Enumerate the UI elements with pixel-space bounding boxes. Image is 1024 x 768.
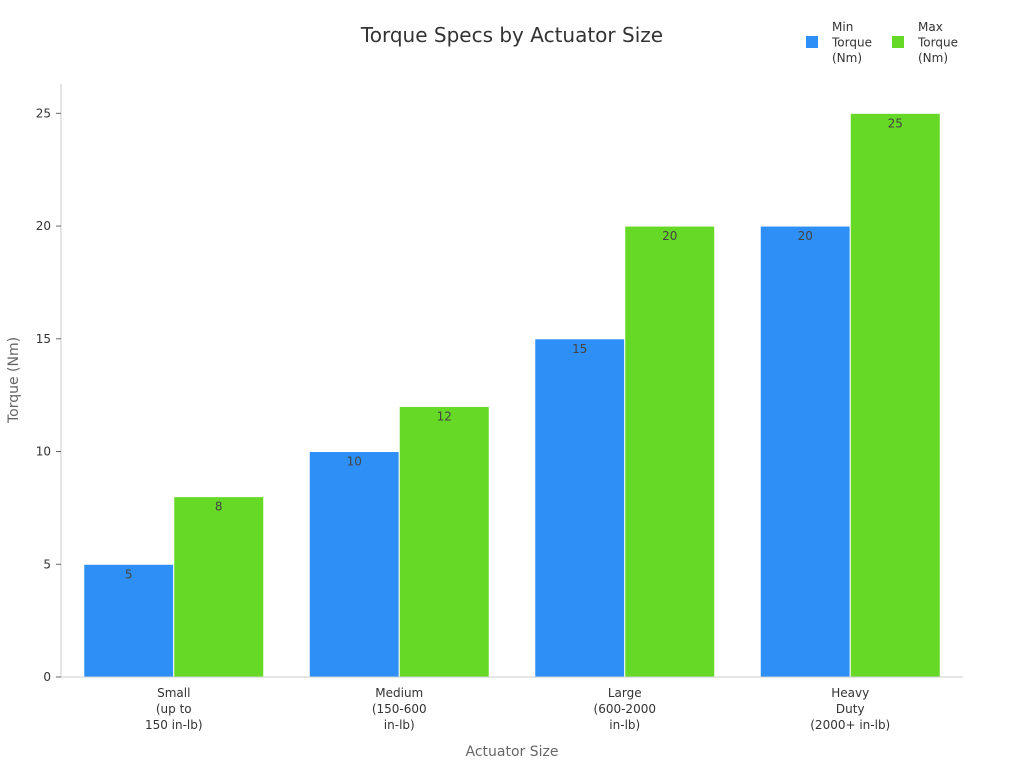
x-axis: Small (up to 150 in-lb) Medium (150-600 in-lb… xyxy=(61,676,963,732)
bar xyxy=(849,112,941,678)
bar-value-label: 20 xyxy=(662,229,677,243)
legend-swatch xyxy=(806,36,818,48)
legend: Min Torque (Nm) Max Torque (Nm) xyxy=(806,20,958,65)
plot-area: 5 8 10 12 15 20 20 25 xyxy=(83,112,941,678)
y-tick-label: 20 xyxy=(36,219,51,233)
chart-title: Torque Specs by Actuator Size xyxy=(360,23,663,47)
bar-value-label: 12 xyxy=(437,409,452,423)
y-tick-label: 25 xyxy=(36,106,51,120)
bar xyxy=(759,225,851,678)
x-tick-label: Heavy Duty (2000+ in-lb) xyxy=(810,686,890,732)
bar xyxy=(398,405,490,678)
bar-value-label: 25 xyxy=(888,116,903,130)
x-tick-label: Small (up to 150 in-lb) xyxy=(145,686,203,732)
bar xyxy=(624,225,716,678)
x-tick-label: Large (600-2000 in-lb) xyxy=(594,686,656,732)
bar xyxy=(83,563,175,678)
legend-swatch xyxy=(892,36,904,48)
bar-value-label: 10 xyxy=(347,455,362,469)
y-axis-title: Torque (Nm) xyxy=(6,337,22,424)
bar-value-label: 5 xyxy=(125,567,133,581)
y-tick-label: 15 xyxy=(36,332,51,346)
x-axis-title: Actuator Size xyxy=(466,744,559,760)
y-tick-label: 0 xyxy=(43,670,51,684)
x-tick-label: Medium (150-600 in-lb) xyxy=(372,686,427,732)
y-tick-label: 5 xyxy=(43,557,51,571)
y-axis: 0 5 10 15 20 25 xyxy=(36,84,62,684)
bar xyxy=(308,451,400,678)
bar xyxy=(173,496,265,678)
bar-value-label: 8 xyxy=(215,500,223,514)
bar-value-label: 20 xyxy=(798,229,813,243)
legend-label: Max Torque (Nm) xyxy=(917,20,958,65)
bar xyxy=(534,338,626,678)
y-tick-label: 10 xyxy=(36,445,51,459)
legend-label: Min Torque (Nm) xyxy=(831,20,872,65)
bar-value-label: 15 xyxy=(572,342,587,356)
